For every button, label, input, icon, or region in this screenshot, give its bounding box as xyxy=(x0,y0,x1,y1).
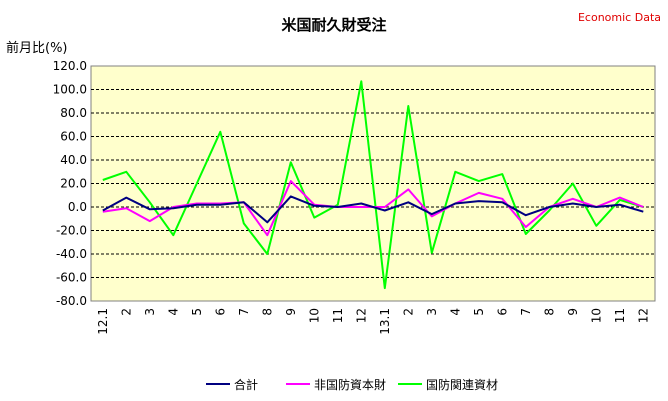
x-tick-label: 6 xyxy=(213,308,227,316)
x-tick-label: 9 xyxy=(566,308,580,316)
y-tick-label: -60.0 xyxy=(56,271,87,285)
y-tick-label: 80.0 xyxy=(60,106,87,120)
legend-label: 非国防資本財 xyxy=(314,377,386,392)
legend-label: 合計 xyxy=(234,377,258,392)
x-tick-label: 7 xyxy=(237,308,251,316)
y-tick-label: -80.0 xyxy=(56,294,87,308)
y-tick-label: 100.0 xyxy=(53,83,87,97)
x-tick-label: 12.1 xyxy=(96,308,110,335)
y-tick-label: 120.0 xyxy=(53,59,87,73)
gridlines xyxy=(91,89,655,278)
series-lines xyxy=(102,80,644,290)
x-tick-label: 5 xyxy=(472,308,486,316)
x-tick-label: 8 xyxy=(542,308,556,316)
x-tick-label: 5 xyxy=(190,308,204,316)
chart-title: 米国耐久財受注 xyxy=(281,16,386,34)
x-tick-label: 12 xyxy=(636,308,650,323)
x-tick-label: 4 xyxy=(448,308,462,316)
y-tick-label: 20.0 xyxy=(60,177,87,191)
x-tick-label: 6 xyxy=(495,308,509,316)
x-tick-label: 10 xyxy=(589,308,603,323)
x-tick-label: 12 xyxy=(354,308,368,323)
y-tick-label: -40.0 xyxy=(56,247,87,261)
x-tick-label: 9 xyxy=(284,308,298,316)
y-tick-label: 0.0 xyxy=(68,200,87,214)
y-axis-ticks: 120.0 100.0 80.0 60.0 40.0 20.0 0.0 -20.0 -40.0 -… xyxy=(53,59,87,308)
y-tick-label: 40.0 xyxy=(60,153,87,167)
legend-label: 国防関連資材 xyxy=(426,377,498,392)
x-tick-label: 10 xyxy=(307,308,321,323)
legend: 合計 非国防資本財 国防関連資材 xyxy=(206,377,498,392)
y-tick-label: 60.0 xyxy=(60,130,87,144)
x-tick-label: 11 xyxy=(331,308,345,323)
x-tick-label: 2 xyxy=(401,308,415,316)
x-tick-label: 7 xyxy=(519,308,533,316)
series-line xyxy=(102,195,644,224)
y-axis-label: 前月比(%) xyxy=(6,40,68,56)
x-tick-label: 8 xyxy=(260,308,274,316)
x-tick-label: 11 xyxy=(613,308,627,323)
x-tick-label: 3 xyxy=(143,308,157,316)
x-tick-label: 2 xyxy=(119,308,133,316)
y-tick-label: -20.0 xyxy=(56,224,87,238)
source-label: Economic Data xyxy=(578,11,661,24)
x-tick-label: 3 xyxy=(425,308,439,316)
x-axis-ticks: 12.1 2 3 4 5 6 7 8 9 10 11 12 13.1 2 3 4 5 6 7 8 9 10 11 12 xyxy=(96,308,651,335)
x-tick-label: 13.1 xyxy=(378,308,392,335)
x-tick-label: 4 xyxy=(166,308,180,316)
